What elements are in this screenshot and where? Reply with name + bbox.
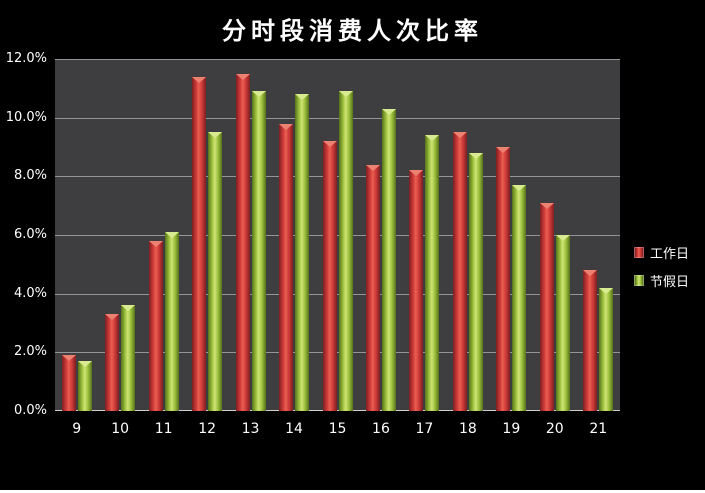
bar-holiday-13 — [251, 91, 266, 411]
bar-holiday-18 — [468, 152, 483, 411]
bar-holiday-15 — [338, 91, 353, 411]
gridline — [55, 235, 620, 236]
bar-workday-12 — [192, 76, 207, 411]
bar-workday-13 — [235, 73, 250, 411]
x-axis-tick-label: 11 — [154, 421, 173, 437]
legend-label-holiday: 节假日 — [650, 275, 690, 290]
x-axis-tick-label: 12 — [198, 421, 217, 437]
bar-workday-21 — [583, 270, 598, 411]
x-axis-tick-label: 15 — [328, 421, 347, 437]
bar-top-notch-icon — [148, 240, 163, 247]
y-axis-tick-label: 2.0% — [13, 344, 47, 360]
bar-holiday-9 — [77, 361, 92, 411]
bar-workday-20 — [539, 202, 554, 411]
y-axis-tick-label: 10.0% — [5, 109, 47, 125]
bar-top-notch-icon — [192, 76, 207, 83]
legend-item-workday: 工作日 — [634, 243, 689, 262]
bar-holiday-20 — [555, 235, 570, 411]
gridline — [55, 176, 620, 178]
bar-top-notch-icon — [425, 135, 440, 142]
bar-workday-19 — [496, 147, 511, 411]
y-axis-tick-label: 12.0% — [5, 51, 47, 66]
bar-top-notch-icon — [235, 73, 250, 80]
bar-top-notch-icon — [208, 132, 223, 139]
bar-workday-10 — [105, 314, 120, 411]
gridline — [55, 410, 620, 411]
holiday-series-marker-icon — [634, 275, 644, 286]
x-axis-tick-label: 10 — [111, 421, 130, 437]
gridline — [55, 117, 620, 119]
bar-workday-11 — [148, 240, 163, 411]
x-axis-tick-label: 17 — [415, 421, 434, 437]
x-axis-tick-label: 19 — [502, 421, 521, 437]
x-axis-tick-label: 20 — [545, 421, 564, 437]
bar-holiday-17 — [425, 135, 440, 411]
bar-top-notch-icon — [512, 185, 527, 192]
bar-top-notch-icon — [164, 232, 179, 239]
y-axis-tick-label: 0.0% — [13, 403, 47, 418]
workday-series-marker-icon — [634, 247, 644, 258]
x-axis-tick-label: 18 — [458, 421, 477, 437]
bar-workday-17 — [409, 170, 424, 411]
plot-area — [55, 59, 620, 411]
bottom-border — [0, 490, 705, 493]
bar-top-notch-icon — [496, 147, 511, 153]
bar-top-notch-icon — [365, 164, 380, 171]
x-axis-tick-label: 16 — [372, 421, 390, 437]
bar-top-notch-icon — [279, 123, 294, 130]
y-axis-tick-label: 6.0% — [13, 227, 47, 242]
bar-top-notch-icon — [409, 170, 424, 177]
bar-top-notch-icon — [338, 91, 353, 98]
x-axis-tick-label: 21 — [589, 421, 608, 437]
gridline — [55, 293, 620, 295]
bar-top-notch-icon — [77, 361, 92, 368]
bar-workday-18 — [452, 132, 467, 411]
bar-top-notch-icon — [599, 287, 614, 294]
bar-holiday-12 — [208, 132, 223, 411]
bar-top-notch-icon — [251, 91, 266, 98]
x-axis-tick-label: 14 — [285, 421, 303, 437]
chart-title: 分时段消费人次比率 — [222, 17, 483, 45]
bar-holiday-19 — [512, 185, 527, 411]
x-axis-tick-label: 9 — [72, 421, 82, 437]
gridline — [55, 59, 620, 60]
x-axis-tick-label: 13 — [241, 421, 260, 437]
bar-top-notch-icon — [468, 152, 483, 159]
bar-holiday-21 — [599, 287, 614, 411]
bar-top-notch-icon — [583, 270, 598, 277]
bar-top-notch-icon — [105, 314, 120, 321]
y-axis-tick-label: 8.0% — [13, 168, 47, 184]
y-axis-tick-label: 4.0% — [13, 285, 47, 301]
bar-top-notch-icon — [555, 235, 570, 241]
bar-top-notch-icon — [539, 202, 554, 209]
bar-holiday-14 — [295, 94, 310, 411]
bar-workday-9 — [61, 355, 76, 411]
bar-top-notch-icon — [322, 141, 337, 148]
bar-holiday-10 — [121, 305, 136, 411]
bar-workday-16 — [365, 164, 380, 411]
bar-holiday-11 — [164, 232, 179, 411]
legend-label-workday: 工作日 — [650, 247, 690, 262]
bar-workday-15 — [322, 141, 337, 411]
gridline — [55, 352, 620, 354]
bar-top-notch-icon — [381, 108, 396, 115]
bar-top-notch-icon — [121, 305, 136, 312]
bar-workday-14 — [279, 123, 294, 411]
legend: 工作日 节假日 — [634, 243, 689, 299]
bar-holiday-16 — [381, 108, 396, 411]
bar-top-notch-icon — [295, 94, 310, 101]
bar-top-notch-icon — [61, 355, 76, 362]
bar-top-notch-icon — [452, 132, 467, 139]
legend-item-holiday: 节假日 — [634, 271, 689, 290]
